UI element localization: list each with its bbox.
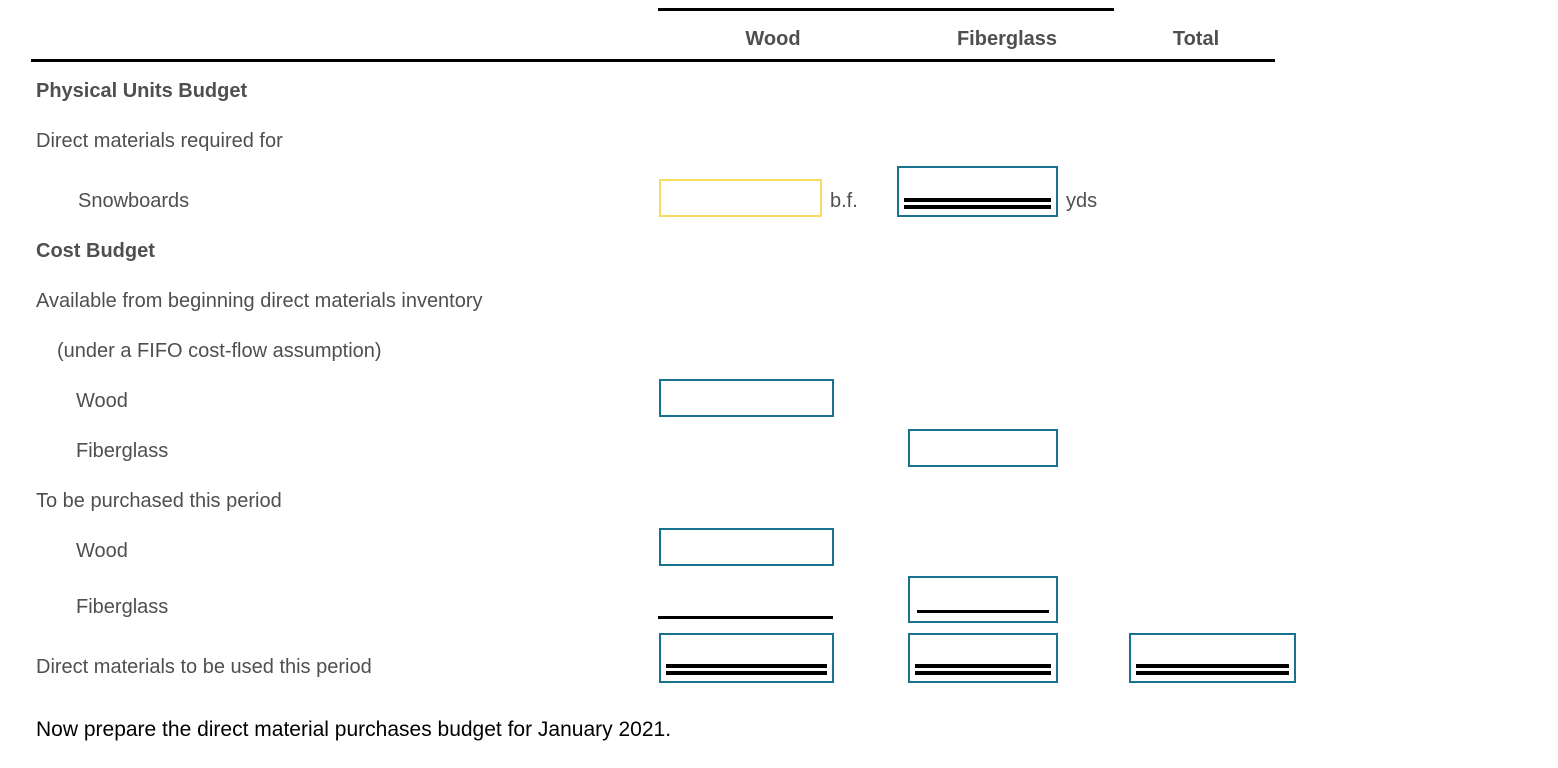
column-header-total: Total — [1172, 28, 1220, 50]
answer-cell-used-fiberglass[interactable] — [908, 633, 1058, 683]
snowboards-wood-input[interactable] — [661, 181, 820, 215]
unit-label-bf: b.f. — [830, 190, 858, 212]
row-label-purchased-wood: Wood — [76, 540, 128, 562]
used-fiberglass-input[interactable] — [910, 635, 1056, 665]
row-label-available-inventory: Available from beginning direct material… — [36, 290, 483, 312]
answer-cell-available-wood[interactable] — [659, 379, 834, 417]
unit-label-yds: yds — [1066, 190, 1098, 212]
answer-cell-purchased-fiberglass[interactable] — [908, 576, 1058, 623]
footer-instruction: Now prepare the direct material purchase… — [36, 718, 672, 741]
header-bottom-rule — [31, 59, 1275, 62]
answer-cell-used-wood[interactable] — [659, 633, 834, 683]
used-wood-input[interactable] — [661, 635, 832, 665]
subtotal-rule-wood — [658, 616, 833, 619]
row-label-to-be-purchased: To be purchased this period — [36, 490, 282, 512]
column-header-fiberglass: Fiberglass — [956, 28, 1058, 50]
header-top-rule — [658, 8, 1114, 11]
row-label-purchased-fiberglass: Fiberglass — [76, 596, 169, 618]
answer-cell-used-total[interactable] — [1129, 633, 1296, 683]
answer-cell-snowboards-fiberglass[interactable] — [897, 166, 1058, 217]
row-label-snowboards: Snowboards — [78, 190, 190, 212]
used-total-input[interactable] — [1131, 635, 1294, 665]
row-label-fifo-note: (under a FIFO cost-flow assumption) — [57, 340, 382, 362]
double-rule — [1136, 664, 1289, 675]
row-label-used-this-period: Direct materials to be used this period — [36, 656, 372, 678]
purchased-fiberglass-input[interactable] — [910, 578, 1056, 608]
single-rule — [917, 610, 1049, 613]
snowboards-fiberglass-input[interactable] — [899, 168, 1056, 198]
row-label-available-wood: Wood — [76, 390, 128, 412]
row-label-direct-materials-required: Direct materials required for — [36, 130, 283, 152]
available-wood-input[interactable] — [661, 381, 832, 415]
double-rule — [904, 198, 1051, 209]
answer-cell-available-fiberglass[interactable] — [908, 429, 1058, 467]
section-title-physical-units: Physical Units Budget — [36, 80, 248, 102]
section-title-cost-budget: Cost Budget — [36, 240, 155, 262]
answer-cell-purchased-wood[interactable] — [659, 528, 834, 566]
column-header-wood: Wood — [745, 28, 801, 50]
double-rule — [666, 664, 827, 675]
purchased-wood-input[interactable] — [661, 530, 832, 564]
row-label-available-fiberglass: Fiberglass — [76, 440, 169, 462]
answer-cell-snowboards-wood[interactable] — [659, 179, 822, 217]
double-rule — [915, 664, 1051, 675]
available-fiberglass-input[interactable] — [910, 431, 1056, 465]
